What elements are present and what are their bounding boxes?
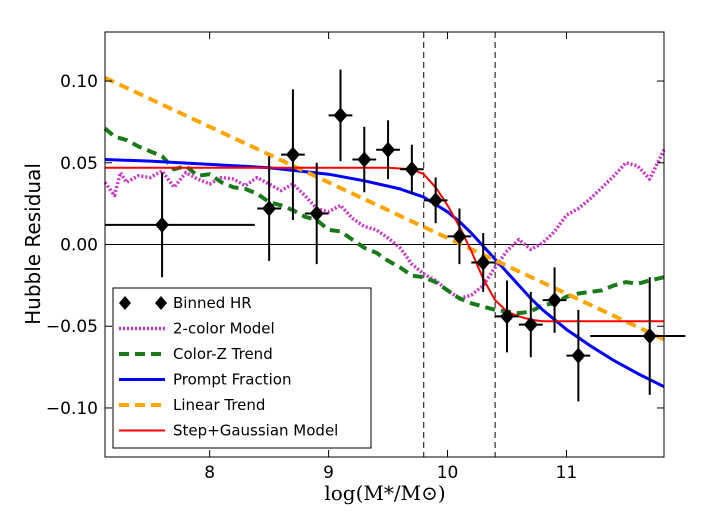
legend-label-1: Color-Z Trend — [173, 345, 273, 363]
binned-point — [309, 205, 324, 222]
binned-point — [476, 254, 491, 271]
binned-point — [547, 292, 562, 309]
binned-point — [285, 146, 300, 163]
binned-point — [452, 228, 467, 245]
binned-point — [571, 347, 586, 364]
binned-point — [262, 200, 277, 217]
y-tick-label: 0.10 — [60, 72, 98, 92]
binned-point — [155, 216, 170, 233]
y-tick-label: 0.00 — [60, 236, 98, 256]
series-line-1 — [103, 126, 665, 316]
legend: Binned HR 2-color Model Color-Z Trend Promp… — [112, 287, 372, 449]
series-line-0 — [103, 148, 666, 301]
legend-label-2: Prompt Fraction — [173, 371, 291, 389]
series-line-4 — [105, 166, 664, 323]
x-axis-title: log(M*/M⊙) — [324, 481, 445, 505]
reference-lines — [105, 32, 664, 457]
binned-point — [642, 328, 657, 345]
series-line-3 — [104, 75, 665, 342]
binned-point — [357, 151, 372, 168]
binned-point — [404, 161, 419, 178]
binned-point — [381, 141, 396, 158]
legend-label-0: 2-color Model — [173, 320, 275, 338]
axis-ticks: 8 9 10 11 0.10 0.05 0.00 −0.05 −0.10 — [46, 32, 664, 483]
legend-box — [112, 287, 372, 449]
binned-point — [523, 316, 538, 333]
legend-marker-binned — [155, 296, 167, 310]
x-tick-label: 10 — [437, 463, 459, 483]
x-tick-label: 9 — [323, 463, 334, 483]
x-tick-label: 11 — [556, 463, 578, 483]
binned-points — [105, 69, 686, 402]
y-tick-label: 0.05 — [60, 154, 98, 174]
binned-point — [333, 107, 348, 124]
binned-point — [428, 192, 443, 209]
legend-label-4: Step+Gaussian Model — [173, 422, 338, 440]
binned-point — [500, 308, 515, 325]
legend-marker-binned — [119, 296, 131, 310]
x-tick-label: 8 — [204, 463, 215, 483]
y-tick-label: −0.05 — [46, 317, 98, 337]
y-axis-title: Hubble Residual — [21, 163, 45, 325]
y-tick-label: −0.10 — [46, 399, 98, 419]
legend-label-3: Linear Trend — [173, 396, 265, 414]
legend-label-binned: Binned HR — [173, 294, 252, 312]
